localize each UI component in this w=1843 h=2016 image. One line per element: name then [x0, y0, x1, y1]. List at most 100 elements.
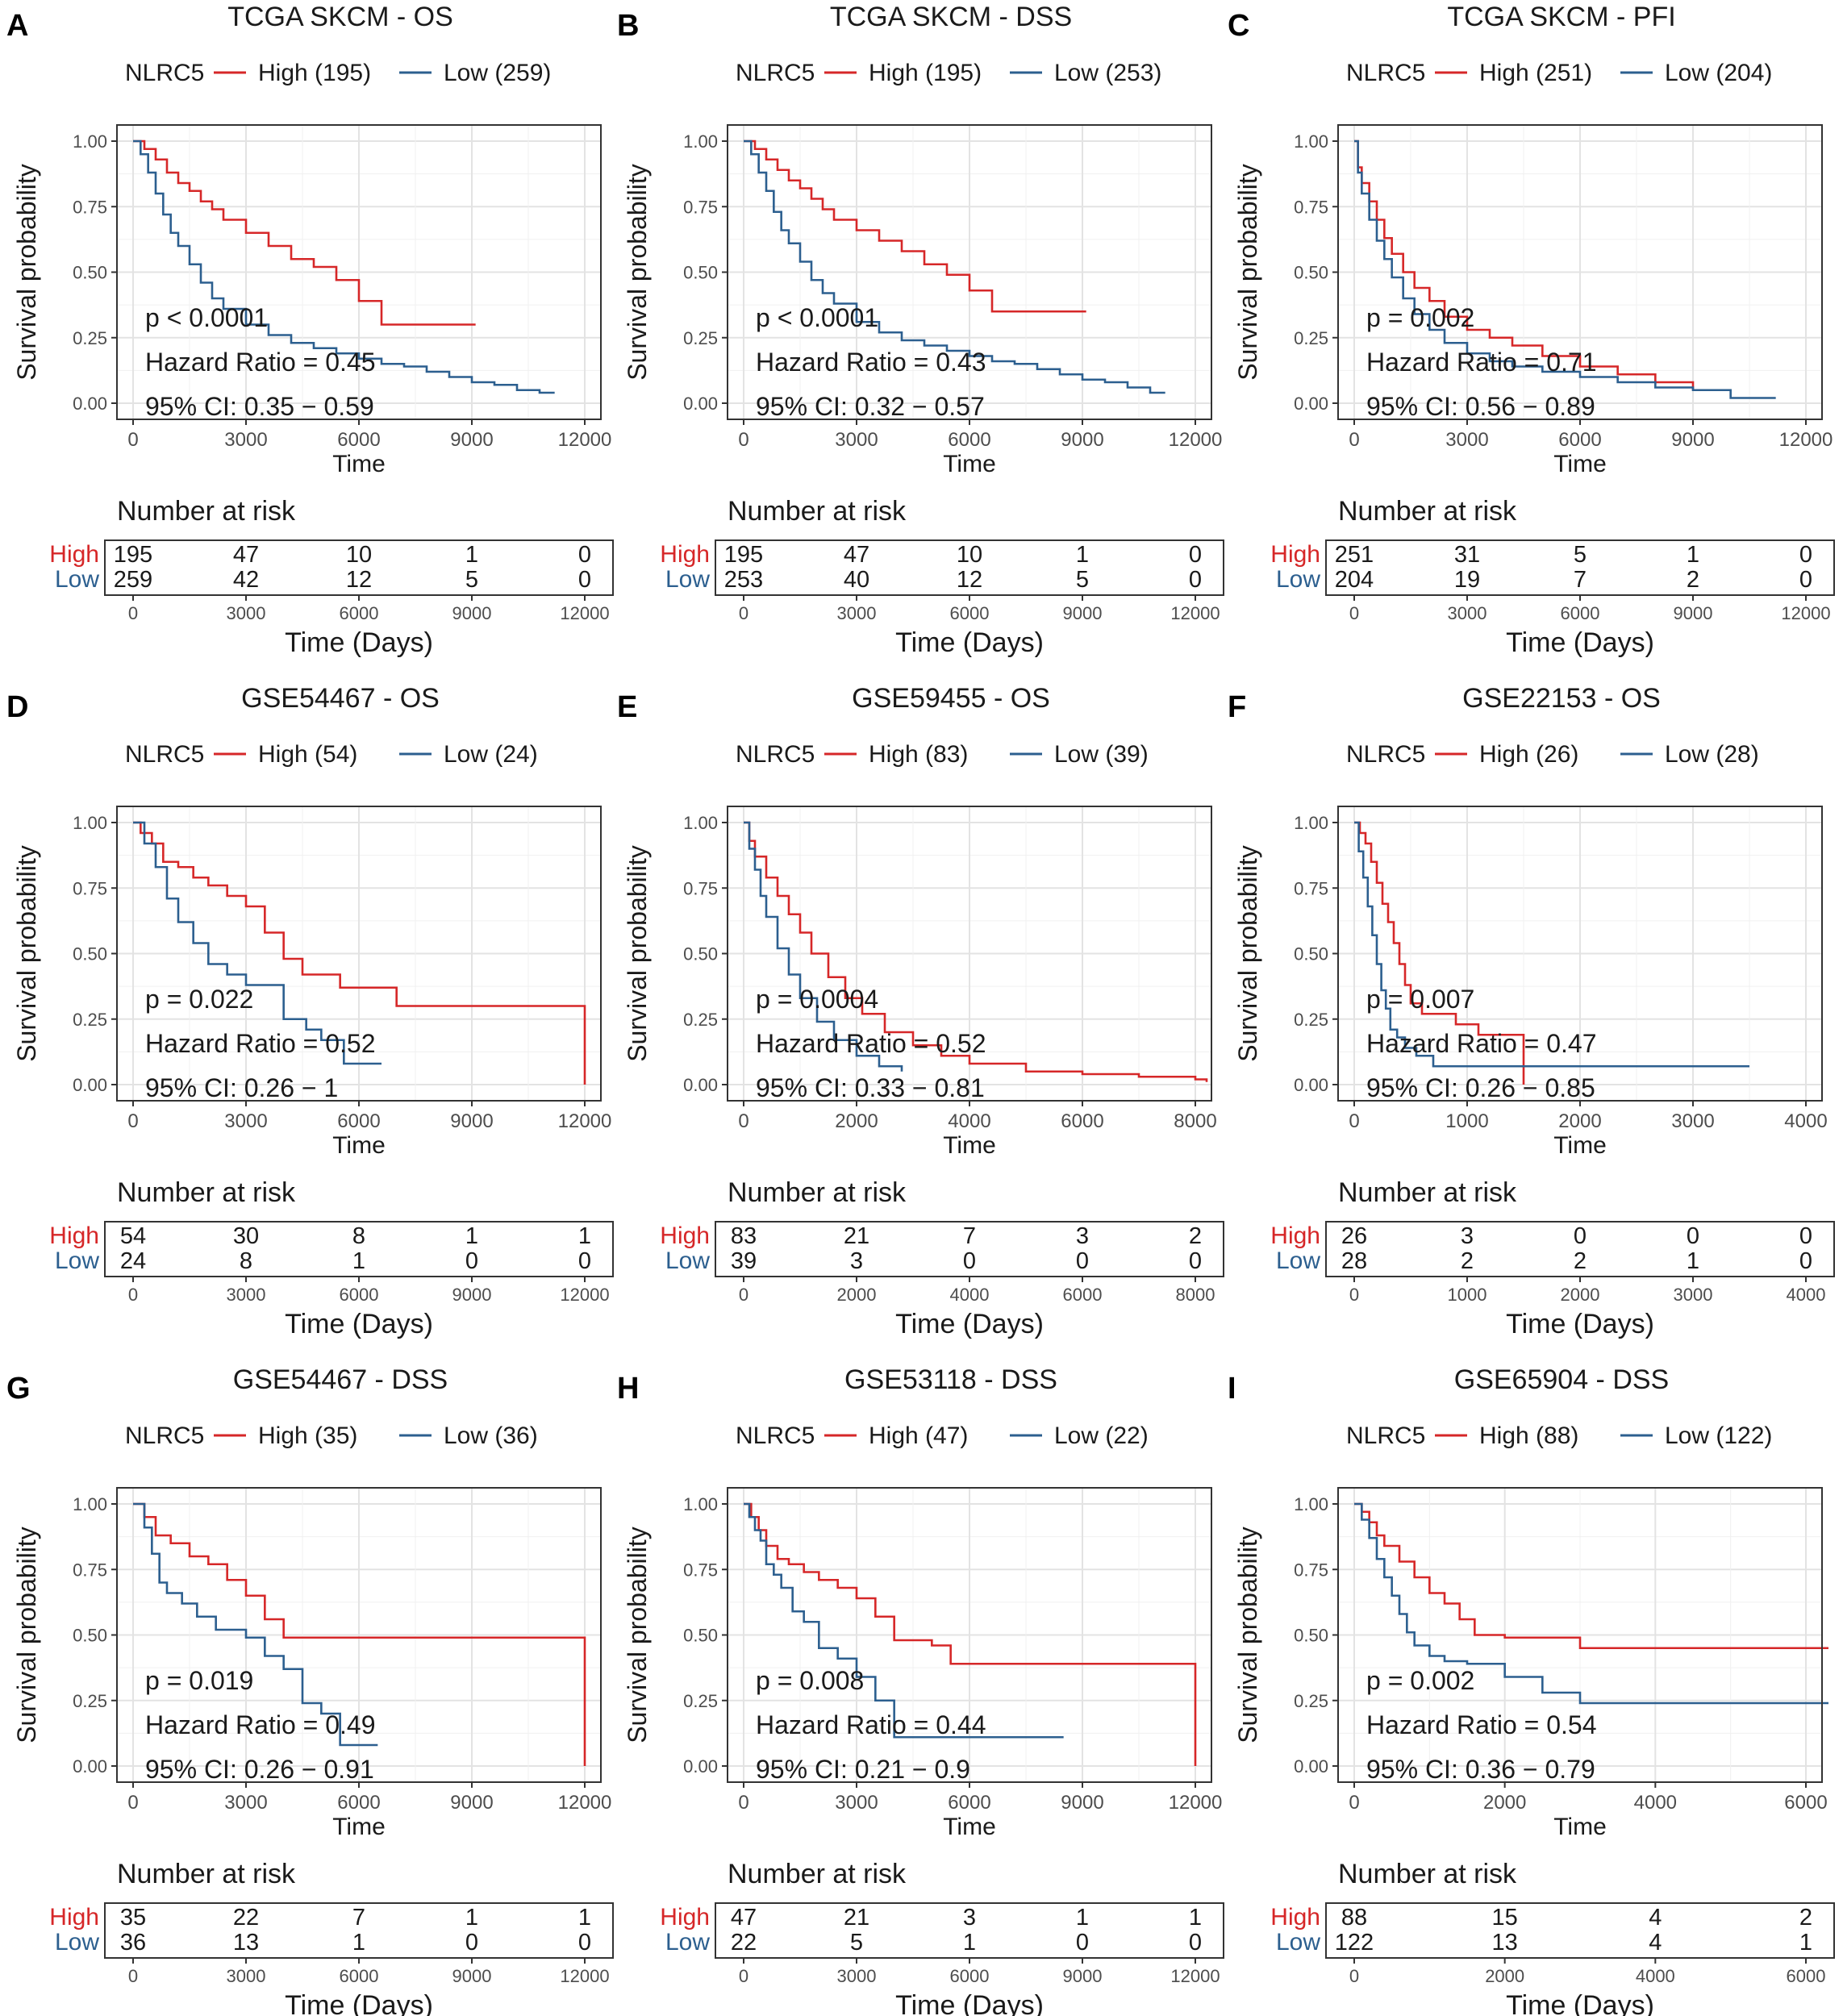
risk-x-tick-label: 3000: [1674, 1285, 1713, 1305]
legend-title: NLRC5: [125, 741, 204, 768]
panel-letter: A: [6, 9, 28, 43]
risk-table-title: Number at risk: [117, 1859, 296, 1889]
risk-count-low: 24: [120, 1248, 146, 1274]
x-tick-label: 1000: [1445, 1110, 1488, 1132]
x-tick-label: 6000: [337, 429, 380, 451]
km-curve-high: [1354, 1502, 1828, 1650]
panel-c: C TCGA SKCM - PFI NLRC5 High (251) Low (204)…: [1228, 2, 1835, 658]
km-curve-high: [133, 1502, 586, 1766]
risk-x-tick-label: 9000: [452, 1966, 492, 1986]
risk-x-tick-label: 0: [1349, 1285, 1359, 1305]
risk-row-label-high: High: [660, 541, 710, 568]
km-curve-high: [744, 1502, 1197, 1766]
risk-table-title: Number at risk: [728, 1177, 907, 1208]
risk-table-x-title: Time (Days): [1506, 1990, 1654, 2016]
risk-table-title: Number at risk: [117, 1177, 296, 1208]
risk-x-tick-label: 12000: [560, 1285, 609, 1305]
risk-count-low: 2: [1687, 567, 1699, 593]
risk-count-high: 30: [233, 1223, 259, 1249]
risk-row-label-high: High: [660, 1904, 710, 1931]
y-tick-label: 1.00: [683, 813, 718, 833]
risk-x-tick-label: 2000: [1485, 1966, 1524, 1986]
risk-table-x-title: Time (Days): [895, 1309, 1044, 1339]
risk-count-high: 1: [465, 542, 478, 568]
risk-table-title: Number at risk: [1338, 1177, 1517, 1208]
y-tick-label: 0.75: [1294, 197, 1328, 217]
risk-count-high: 0: [1799, 542, 1812, 568]
risk-count-low: 259: [114, 567, 152, 593]
legend-label-high: High (88): [1479, 1422, 1578, 1449]
legend-label-low: Low (39): [1054, 741, 1149, 768]
y-axis-title: Survival probability: [623, 164, 652, 381]
x-tick-label: 9000: [1061, 1792, 1103, 1814]
risk-table-x-title: Time (Days): [1506, 627, 1654, 658]
gridlines: [728, 806, 1211, 1101]
y-tick-label: 0.25: [73, 1010, 107, 1030]
legend-title: NLRC5: [1346, 741, 1425, 768]
x-tick-label: 3000: [224, 429, 267, 451]
legend-label-low: Low (253): [1054, 60, 1161, 86]
p-value-label: p < 0.0001: [756, 303, 878, 332]
panel-e: E GSE59455 - OS NLRC5 High (83) Low (39) 0.00…: [617, 683, 1224, 1339]
risk-x-tick-label: 8000: [1176, 1285, 1215, 1305]
legend-label-low: Low (28): [1665, 741, 1759, 768]
risk-x-tick-label: 3000: [227, 1966, 266, 1986]
panel-d: D GSE54467 - OS NLRC5 High (54) Low (24) 0.00…: [6, 683, 614, 1339]
risk-row-label-high: High: [1270, 1904, 1320, 1931]
legend-label-high: High (195): [258, 60, 371, 86]
y-tick-label: 0.75: [73, 1560, 107, 1580]
y-tick-label: 1.00: [683, 1494, 718, 1514]
risk-count-high: 3: [1461, 1223, 1474, 1249]
panel-i: I GSE65904 - DSS NLRC5 High (88) Low (122) 0.…: [1228, 1364, 1835, 2016]
risk-count-low: 2: [1574, 1248, 1587, 1274]
risk-row-label-high: High: [49, 541, 99, 568]
risk-x-tick-label: 0: [739, 1285, 748, 1305]
x-axis-title: Time: [332, 1132, 386, 1159]
risk-x-tick-label: 9000: [1063, 1966, 1103, 1986]
risk-table-x-title: Time (Days): [895, 1990, 1044, 2016]
legend: NLRC5 High (195) Low (259): [125, 60, 551, 86]
y-tick-label: 0.50: [683, 944, 718, 964]
panel-title: GSE54467 - DSS: [233, 1364, 448, 1395]
x-tick-label: 2000: [1483, 1792, 1526, 1814]
x-tick-label: 12000: [558, 429, 612, 451]
risk-count-low: 13: [233, 1930, 259, 1956]
x-tick-label: 9000: [1671, 429, 1714, 451]
y-tick-label: 0.50: [1294, 944, 1328, 964]
legend: NLRC5 High (195) Low (253): [736, 60, 1161, 86]
x-axis-title: Time: [943, 1132, 996, 1159]
risk-row-label-low: Low: [1276, 1248, 1320, 1274]
x-tick-label: 2000: [1558, 1110, 1601, 1132]
panel-h: H GSE53118 - DSS NLRC5 High (47) Low (22) 0.0…: [617, 1364, 1224, 2016]
risk-count-high: 47: [731, 1905, 757, 1931]
panel-title: GSE65904 - DSS: [1454, 1364, 1669, 1395]
risk-count-high: 21: [844, 1905, 869, 1931]
gridlines: [117, 125, 601, 419]
risk-count-high: 47: [844, 542, 869, 568]
y-tick-label: 0.50: [1294, 1626, 1328, 1646]
risk-count-low: 253: [724, 567, 763, 593]
legend-label-high: High (195): [869, 60, 982, 86]
legend-label-high: High (54): [258, 741, 357, 768]
km-curve-high: [133, 821, 586, 1085]
x-tick-label: 12000: [558, 1792, 612, 1814]
legend-label-low: Low (24): [444, 741, 538, 768]
risk-count-low: 1: [352, 1248, 365, 1274]
risk-count-low: 0: [1189, 567, 1202, 593]
risk-x-tick-label: 2000: [1561, 1285, 1600, 1305]
risk-count-low: 122: [1335, 1930, 1374, 1956]
risk-table-title: Number at risk: [1338, 1859, 1517, 1889]
plot-border: [727, 806, 1212, 1102]
p-value-label: p = 0.019: [145, 1666, 253, 1695]
hazard-ratio-label: Hazard Ratio = 0.45: [145, 348, 376, 377]
confidence-interval-label: 95% CI: 0.33 − 0.81: [756, 1073, 985, 1102]
km-curve-low: [744, 821, 903, 1072]
gridlines: [1338, 125, 1822, 419]
km-curve-low: [1354, 821, 1749, 1068]
risk-count-low: 0: [578, 567, 591, 593]
hazard-ratio-label: Hazard Ratio = 0.71: [1366, 348, 1597, 377]
km-curve-low: [133, 821, 382, 1065]
risk-count-low: 7: [1574, 567, 1587, 593]
y-tick-label: 0.00: [1294, 394, 1328, 414]
